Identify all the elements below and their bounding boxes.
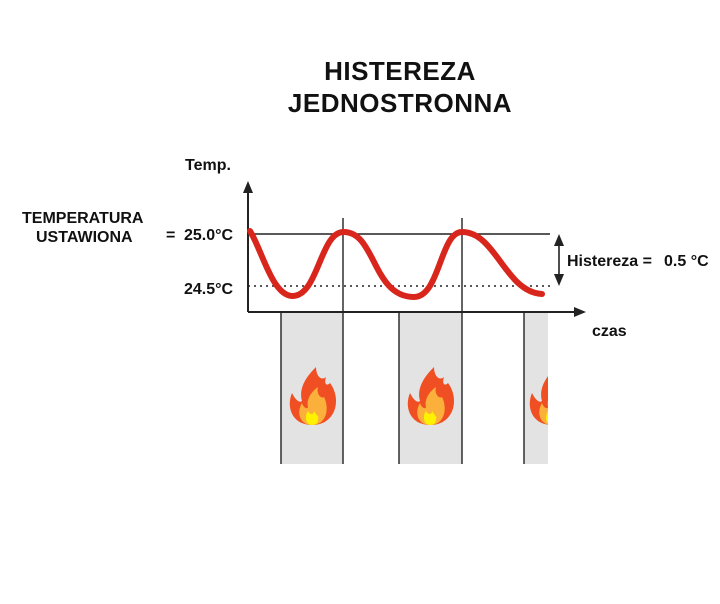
hysteresis-arrow: [554, 234, 564, 286]
flame-icon: [529, 376, 548, 425]
setpoint-label-line-1: TEMPERATURA: [22, 210, 144, 227]
heating-boundaries: [280, 218, 525, 464]
hysteresis-value: 0.5 °C: [664, 253, 709, 270]
title-line-1: HISTEREZA: [324, 56, 476, 86]
title-line-2: JEDNOSTRONNA: [287, 88, 513, 118]
y-axis-arrow: [243, 181, 253, 193]
x-axis-label: czas: [592, 323, 627, 340]
setpoint-equals: =: [166, 227, 175, 244]
y-axis-label: Temp.: [185, 157, 231, 174]
setpoint-value: 25.0°C: [184, 227, 234, 244]
temperature-curve: [247, 228, 545, 301]
flame-icon: [289, 367, 336, 425]
setpoint-label-line-2: USTAWIONA: [36, 229, 133, 246]
flame-icon: [407, 367, 454, 425]
hysteresis-label: Histereza =: [567, 253, 652, 270]
lower-threshold-value: 24.5°C: [184, 281, 234, 298]
x-axis-arrow: [574, 307, 586, 317]
